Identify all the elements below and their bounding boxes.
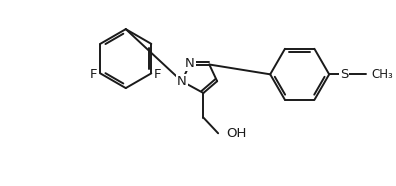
Text: F: F bbox=[154, 68, 162, 81]
Text: S: S bbox=[340, 68, 348, 81]
Text: N: N bbox=[185, 57, 194, 70]
Text: F: F bbox=[90, 68, 97, 81]
Text: N: N bbox=[177, 75, 187, 88]
Text: CH₃: CH₃ bbox=[371, 68, 393, 81]
Text: OH: OH bbox=[226, 127, 246, 140]
